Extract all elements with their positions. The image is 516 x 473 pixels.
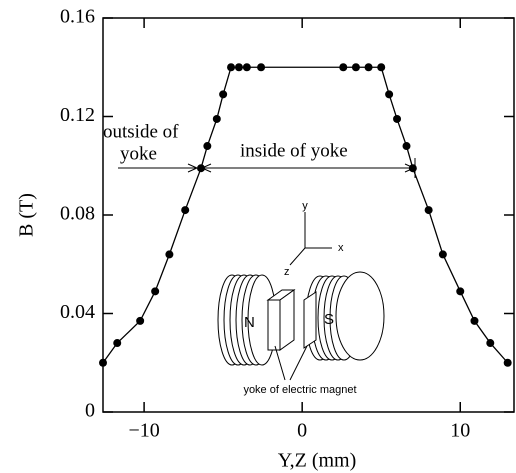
x-tick-label: 0	[297, 420, 307, 442]
data-point	[234, 63, 243, 72]
x-axis-label: Y,Z (mm)	[278, 450, 357, 472]
data-point	[385, 90, 394, 99]
data-point	[351, 63, 360, 72]
data-point	[151, 287, 160, 296]
x-tick-label: 10	[450, 420, 470, 442]
data-point	[227, 63, 236, 72]
pointer	[289, 345, 308, 381]
coil	[335, 271, 385, 361]
annotation: yoke	[120, 143, 157, 164]
axis-name: x	[338, 242, 344, 254]
pole-label: N	[244, 314, 255, 331]
annotation: inside of yoke	[240, 140, 348, 161]
y-tick-label: 0.16	[60, 6, 95, 28]
data-point	[136, 316, 145, 325]
axis-z	[289, 247, 306, 266]
data-point	[424, 206, 433, 215]
y-axis-label: B (T)	[16, 193, 38, 237]
axis-name: z	[284, 266, 290, 278]
data-point	[99, 358, 107, 367]
yoke	[267, 299, 281, 351]
pointer	[274, 345, 286, 381]
data-point	[203, 142, 212, 151]
data-point	[377, 63, 386, 72]
y-tick-label: 0.04	[60, 301, 95, 323]
data-point	[456, 287, 465, 296]
data-point	[219, 90, 228, 99]
data-point	[438, 250, 447, 259]
data-point	[402, 142, 411, 151]
annotation: yoke of electric magnet	[243, 384, 356, 396]
yoke	[303, 291, 317, 349]
data-point	[113, 339, 122, 348]
yoke	[279, 289, 295, 351]
data-point	[470, 316, 479, 325]
y-tick-label: 0.12	[60, 104, 95, 126]
series-line	[102, 66, 509, 364]
y-tick-label: 0.08	[60, 203, 95, 225]
pole-label: S	[324, 311, 334, 328]
data-point	[486, 339, 495, 348]
data-point	[197, 164, 206, 173]
annotation: outside of	[103, 121, 179, 142]
arrow-head	[187, 163, 199, 173]
data-point	[212, 114, 221, 123]
data-point	[181, 206, 190, 215]
x-tick-label: −10	[128, 420, 159, 442]
plot-frame	[102, 17, 515, 413]
axis-name: y	[302, 200, 308, 212]
data-point	[393, 114, 402, 123]
data-point	[364, 63, 373, 72]
data-point	[408, 164, 417, 173]
data-point	[242, 63, 251, 72]
data-point	[257, 63, 266, 72]
data-point	[503, 358, 512, 367]
y-tick-label: 0	[85, 400, 95, 422]
data-point	[165, 250, 174, 259]
data-point	[339, 63, 348, 72]
magnet-diagram: y x z N S yoke of electric magnet	[217, 200, 385, 396]
annotations: outside of yoke inside of yoke	[103, 121, 416, 178]
